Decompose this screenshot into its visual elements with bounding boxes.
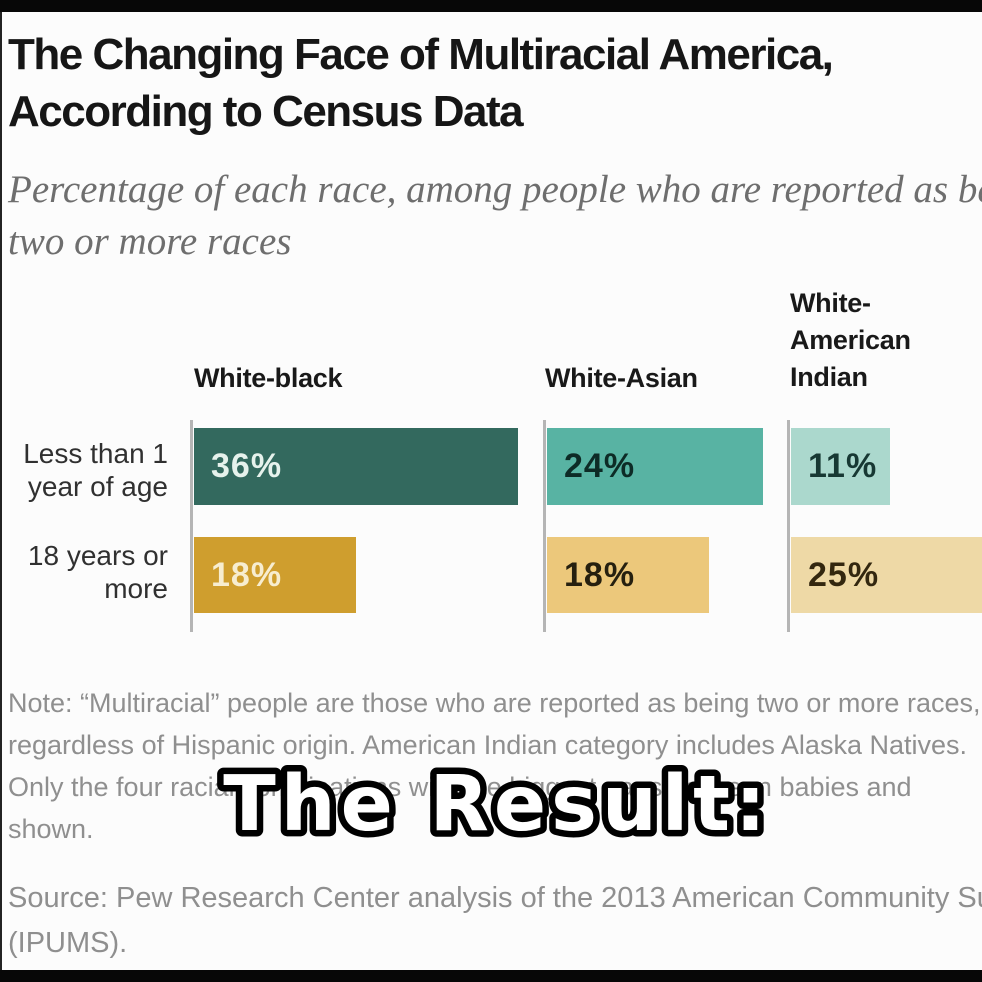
axis-line (543, 420, 546, 632)
axis-line (787, 420, 790, 632)
bar-white-american-indian-adults: 25% (791, 537, 982, 613)
bar-value-label: 24% (564, 447, 636, 485)
chart-title: The Changing Face of Multiracial America… (8, 26, 834, 140)
bar-value-label: 11% (808, 447, 878, 485)
note-line-2: regardless of Hispanic origin. American … (8, 730, 967, 760)
top-letterbox-bar (0, 0, 982, 12)
chart-subtitle-line1: Percentage of each race, among people wh… (8, 168, 982, 211)
bar-value-label: 36% (211, 447, 283, 485)
note-line-3: Only the four racial combinations with t… (8, 772, 912, 802)
bar-white-black-adults: 18% (194, 537, 356, 613)
note-line-4: shown. (8, 814, 94, 844)
bar-white-black-infants: 36% (194, 428, 518, 505)
source-line-2: (IPUMS). (8, 927, 128, 959)
bar-white-asian-infants: 24% (547, 428, 763, 505)
video-caption-overlay: The Result: (217, 754, 773, 856)
row-label-18-years-or-more: 18 years or more (27, 540, 168, 604)
chart-title-line1: The Changing Face of Multiracial America… (8, 30, 834, 79)
note-line-1: Note: “Multiracial” people are those who… (8, 688, 981, 718)
bar-value-label: 18% (564, 555, 636, 594)
column-header-white-black: White-black (194, 363, 343, 393)
chart-source: Source: Pew Research Center analysis of … (8, 876, 982, 966)
axis-line (190, 420, 193, 632)
bar-value-label: 25% (808, 555, 880, 594)
bottom-letterbox-bar (0, 970, 982, 982)
column-header-white-american-indian: White-American Indian (790, 288, 911, 392)
row-label-less-than-1-year: Less than 1 year of age (23, 438, 168, 502)
chart-title-line2: According to Census Data (8, 87, 524, 136)
bar-white-american-indian-infants: 11% (791, 428, 890, 505)
chart-subtitle: Percentage of each race, among people wh… (8, 164, 982, 268)
bar-white-asian-adults: 18% (547, 537, 709, 613)
column-header-white-asian: White-Asian (545, 363, 698, 393)
chart-note: Note: “Multiracial” people are those who… (8, 682, 980, 850)
source-line-1: Source: Pew Research Center analysis of … (8, 882, 982, 914)
bar-value-label: 18% (211, 555, 283, 594)
chart-subtitle-line2: two or more races (8, 220, 292, 263)
left-edge-line (0, 0, 2, 982)
overlay-caption-text: The Result: (223, 760, 771, 849)
